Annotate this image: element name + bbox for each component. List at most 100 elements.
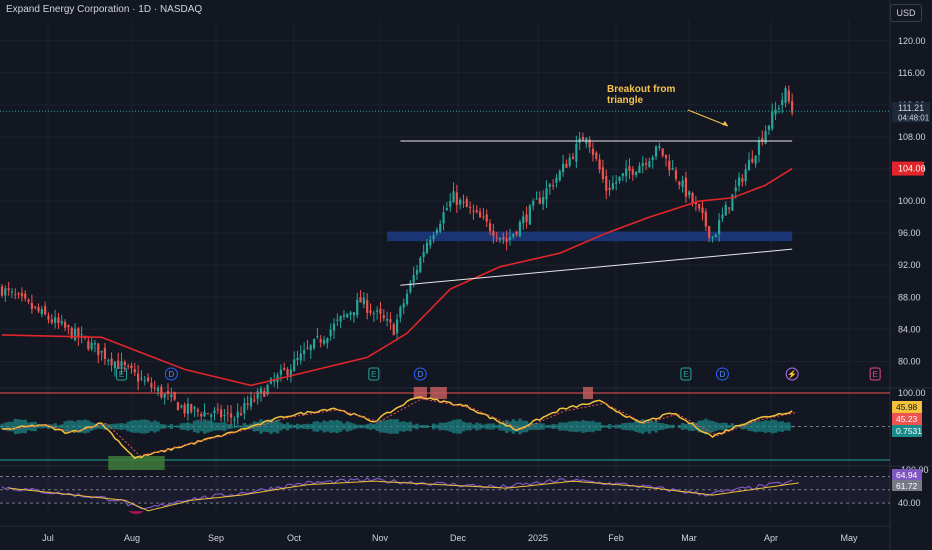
osc-histogram-bar	[780, 421, 784, 432]
candle	[176, 402, 180, 411]
candle	[372, 313, 375, 315]
candle	[332, 323, 336, 331]
osc-histogram-bar	[651, 422, 655, 431]
osc-histogram-bar	[415, 423, 419, 430]
osc-histogram-bar	[206, 420, 210, 433]
osc-histogram-bar	[754, 420, 758, 433]
candle	[229, 413, 233, 418]
osc-histogram-bar	[491, 423, 496, 430]
osc-histogram-bar	[83, 419, 87, 434]
osc-histogram-bar	[186, 422, 190, 431]
candle	[452, 191, 455, 203]
osc-histogram-bar	[458, 419, 462, 434]
osc-histogram-bar	[339, 421, 343, 432]
osc-histogram-bar	[0, 423, 4, 430]
candle	[73, 328, 77, 341]
osc-histogram-bar	[378, 420, 383, 433]
osc-histogram-bar	[451, 419, 456, 434]
candle	[246, 403, 249, 405]
candle	[555, 177, 558, 183]
candle	[515, 231, 518, 235]
candle	[575, 143, 578, 162]
candle	[196, 409, 199, 412]
candle	[273, 379, 276, 382]
candle	[538, 197, 541, 204]
candle	[63, 322, 67, 328]
osc-histogram-bar	[657, 422, 662, 431]
candle	[93, 343, 97, 345]
candle	[309, 345, 312, 351]
osc-histogram-bar	[242, 422, 247, 431]
candle	[80, 334, 83, 336]
candle	[641, 162, 644, 167]
candle	[698, 203, 701, 209]
candle	[615, 181, 618, 184]
candle	[478, 211, 482, 218]
osc-value-badge	[892, 413, 922, 425]
candle	[462, 201, 465, 203]
rsi-value-badge	[892, 469, 922, 480]
candle	[741, 178, 744, 182]
candle	[336, 319, 339, 321]
candle	[535, 198, 538, 200]
osc-histogram-bar	[362, 424, 366, 429]
candle	[668, 160, 671, 171]
candle	[289, 369, 292, 377]
osc-histogram-bar	[219, 422, 223, 431]
candle	[183, 404, 186, 414]
candle	[50, 319, 53, 323]
osc-histogram-bar	[714, 421, 718, 432]
osc-histogram-bar	[332, 420, 336, 433]
candle	[117, 360, 120, 369]
candle	[409, 282, 412, 293]
candle	[774, 109, 777, 115]
osc-histogram-bar	[388, 419, 393, 434]
osc-histogram-bar	[601, 425, 605, 428]
candle	[445, 208, 448, 210]
osc-histogram-bar	[352, 423, 356, 430]
osc-histogram-bar	[737, 425, 741, 428]
candle	[578, 138, 581, 143]
candle	[422, 252, 425, 258]
price-tick-label: 100.00	[898, 196, 926, 206]
osc-histogram-bar	[488, 423, 492, 430]
osc-histogram-bar	[684, 423, 688, 430]
candle	[379, 308, 382, 314]
osc-histogram-bar	[544, 425, 549, 428]
candle	[286, 369, 289, 376]
osc-histogram-bar	[179, 423, 183, 430]
dividend-marker-label: D	[417, 370, 423, 379]
osc-histogram-bar	[90, 422, 94, 431]
osc-histogram-bar	[100, 424, 104, 429]
osc-histogram-bar	[126, 421, 130, 432]
time-tick-label: Oct	[287, 533, 302, 543]
osc-histogram-bar	[631, 422, 635, 431]
osc-histogram-bar	[717, 423, 721, 430]
osc-histogram-bar	[607, 424, 612, 429]
osc-histogram-bar	[773, 420, 778, 433]
candle	[382, 315, 385, 319]
osc-histogram-bar	[412, 424, 416, 429]
candle	[432, 235, 435, 240]
osc-histogram-bar	[568, 421, 572, 432]
candle	[781, 99, 784, 106]
candle	[7, 288, 10, 291]
osc-histogram-bar	[425, 425, 429, 428]
candle	[688, 191, 691, 196]
split-marker-label: ⚡	[787, 369, 797, 379]
ma-badge	[892, 161, 924, 176]
candle	[591, 148, 595, 155]
osc-histogram-bar	[109, 424, 114, 429]
osc-histogram-bar	[614, 424, 618, 429]
candle	[249, 397, 253, 407]
osc-histogram-bar	[355, 424, 359, 429]
osc-histogram-bar	[345, 421, 349, 432]
candle	[571, 156, 575, 159]
osc-histogram-bar	[329, 420, 333, 433]
osc-histogram-bar	[269, 419, 273, 434]
price-tick-label: 80.00	[898, 356, 921, 366]
candle	[203, 411, 206, 417]
osc-histogram-bar	[36, 424, 41, 429]
candle	[120, 361, 123, 367]
